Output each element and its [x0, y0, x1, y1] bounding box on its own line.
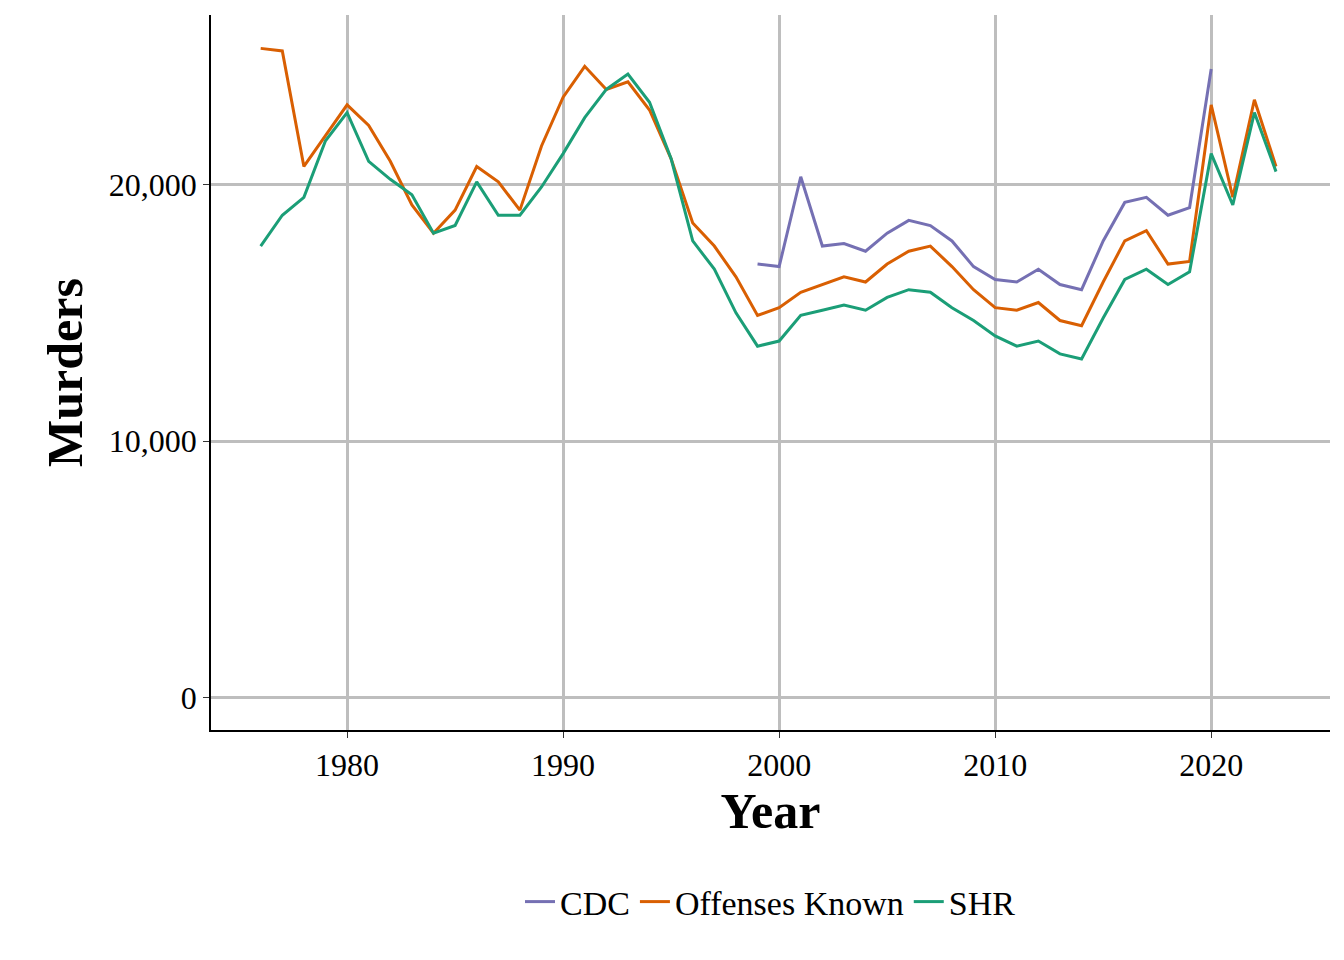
svg-text:Offenses Known: Offenses Known	[675, 885, 904, 922]
svg-text:1980: 1980	[315, 747, 379, 783]
svg-text:20,000: 20,000	[109, 167, 197, 203]
svg-text:CDC: CDC	[560, 885, 630, 922]
svg-text:10,000: 10,000	[109, 423, 197, 459]
svg-text:0: 0	[181, 680, 197, 716]
svg-text:Year: Year	[721, 783, 821, 839]
svg-text:2000: 2000	[747, 747, 811, 783]
svg-text:Murders: Murders	[37, 278, 93, 467]
svg-text:2010: 2010	[963, 747, 1027, 783]
svg-text:SHR: SHR	[949, 885, 1015, 922]
svg-text:2020: 2020	[1179, 747, 1243, 783]
svg-text:1990: 1990	[531, 747, 595, 783]
